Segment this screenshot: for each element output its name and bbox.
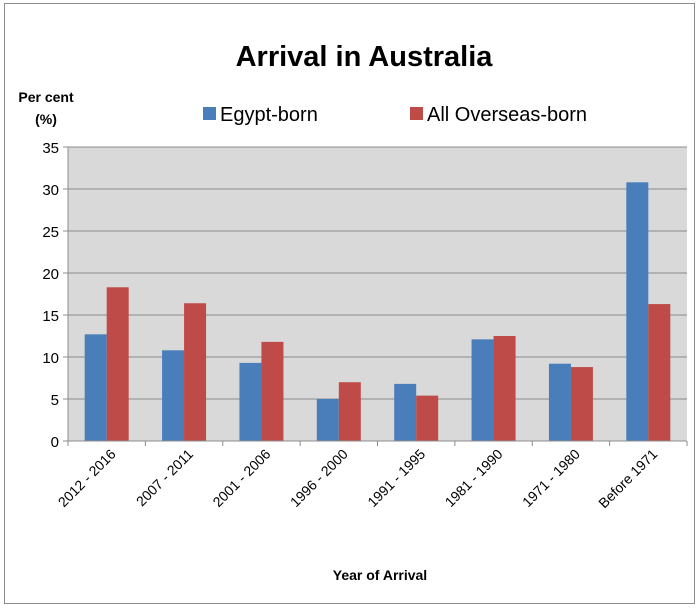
bar-all-overseas-born: [493, 336, 516, 441]
x-tick-label: 2001 - 2006: [209, 446, 273, 510]
x-tick-label: 1991 - 1995: [364, 446, 428, 510]
x-axis-label: Year of Arrival: [333, 567, 427, 583]
x-tick-label: 2007 - 2011: [133, 446, 197, 510]
bar-all-overseas-born: [184, 303, 207, 441]
y-tick-label: 35: [42, 140, 59, 157]
x-axis: 2012 - 2016 2007 - 2011 2001 - 2006 1996 - …: [55, 440, 688, 511]
y-tick-label: 20: [42, 266, 59, 283]
y-axis: 0 5 10 15 20 25 30 35: [42, 140, 69, 451]
bars: [84, 182, 671, 441]
bar-egypt-born: [548, 363, 571, 441]
y-tick-label: 25: [42, 224, 59, 241]
legend-label: Egypt-born: [220, 104, 318, 126]
bar-egypt-born: [162, 350, 185, 441]
bar-chart: Arrival in Australia Per cent (%) Egypt-…: [18, 41, 688, 583]
bar-egypt-born: [394, 383, 417, 441]
plot-area: [68, 147, 687, 441]
bar-all-overseas-born: [416, 395, 439, 441]
bar-egypt-born: [316, 399, 339, 441]
chart-title: Arrival in Australia: [236, 41, 494, 73]
y-tick-label: 5: [51, 392, 59, 409]
y-tick-label: 10: [42, 350, 59, 367]
x-tick-label: 2012 - 2016: [55, 446, 119, 510]
bar-all-overseas-born: [106, 287, 129, 441]
bar-all-overseas-born: [261, 341, 284, 441]
legend-label: All Overseas-born: [427, 104, 587, 126]
x-tick-label: 1981 - 1990: [442, 446, 506, 510]
x-tick-label: 1996 - 2000: [287, 446, 351, 510]
y-tick-label: 0: [51, 434, 59, 451]
y-tick-label: 30: [42, 182, 59, 199]
bar-egypt-born: [84, 334, 107, 441]
y-tick-label: 15: [42, 308, 59, 325]
x-tick-label: 1971 - 1980: [519, 446, 583, 510]
y-axis-label-line2: (%): [35, 111, 57, 127]
chart-frame: Arrival in Australia Per cent (%) Egypt-…: [4, 3, 695, 604]
y-axis-label-line1: Per cent: [18, 89, 74, 105]
legend-swatch: [203, 107, 216, 120]
legend-swatch: [410, 107, 423, 120]
bar-egypt-born: [626, 182, 649, 441]
bar-all-overseas-born: [338, 382, 361, 441]
x-tick-label: Before 1971: [595, 446, 660, 511]
bar-egypt-born: [471, 339, 494, 441]
legend: Egypt-born All Overseas-born: [203, 104, 587, 126]
bar-egypt-born: [239, 362, 262, 441]
bar-all-overseas-born: [570, 367, 593, 441]
bar-all-overseas-born: [648, 304, 671, 441]
